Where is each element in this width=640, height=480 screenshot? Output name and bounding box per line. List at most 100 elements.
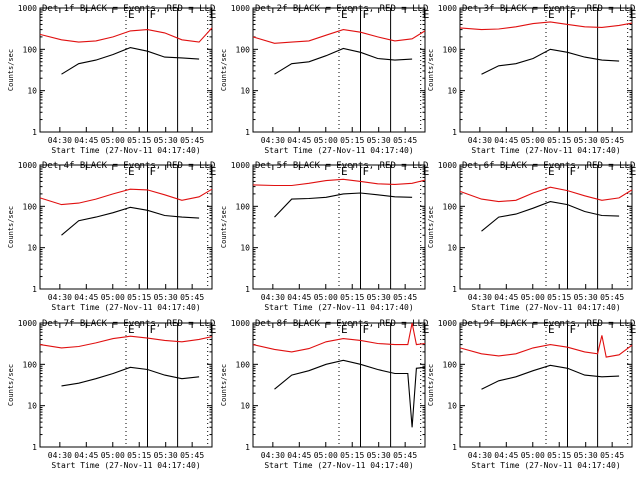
series-lld-line xyxy=(252,322,426,353)
panel-det-3f: Det 3f BLACK = Events, RED = LLD 1 10 100 10… xyxy=(427,4,636,155)
y-tick-label: 100 xyxy=(443,202,458,211)
y-tick-label: 1 xyxy=(452,443,457,452)
panel-det-1f: Det 1f BLACK = Events, RED = LLD 1 10 100 10… xyxy=(7,4,216,155)
series-lld-line xyxy=(39,335,213,349)
series-lld-line xyxy=(39,27,213,43)
y-tick-label: 1000 xyxy=(438,4,457,13)
marker-label: E xyxy=(630,8,637,21)
series-events-line xyxy=(61,47,200,75)
x-tick-label: 04:45 xyxy=(494,451,518,460)
plot-title: Det 8f BLACK = Events, RED = LLD xyxy=(255,319,428,329)
x-tick-label: 05:45 xyxy=(393,451,417,460)
x-tick-label: 05:00 xyxy=(521,293,545,302)
marker-label: E xyxy=(548,165,555,178)
x-tick-label: 05:15 xyxy=(547,136,571,145)
x-tick-label: 05:00 xyxy=(314,293,338,302)
plot-title: Det 3f BLACK = Events, RED = LLD xyxy=(462,4,635,14)
x-tick-label: 05:00 xyxy=(101,136,125,145)
x-tick-label: 05:30 xyxy=(154,136,178,145)
panel-det-8f: Det 8f BLACK = Events, RED = LLD 1 10 100 10… xyxy=(220,319,429,470)
x-tick-label: 05:45 xyxy=(600,136,624,145)
y-tick-label: 1000 xyxy=(438,319,457,328)
x-tick-label: 05:15 xyxy=(127,451,151,460)
series-events-line xyxy=(481,48,620,75)
x-tick-label: 05:45 xyxy=(600,451,624,460)
x-tick-label: 04:45 xyxy=(74,451,98,460)
marker-label: F xyxy=(363,8,370,21)
x-tick-label: 05:45 xyxy=(393,136,417,145)
marker-label: F xyxy=(150,8,157,21)
panel-det-4f: Det 4f BLACK = Events, RED = LLD 1 10 100 10… xyxy=(7,161,216,312)
y-tick-label: 10 xyxy=(27,87,37,96)
x-tick-label: 04:45 xyxy=(74,293,98,302)
y-tick-label: 1 xyxy=(245,443,250,452)
series-events-line xyxy=(274,192,413,218)
marker-label: E xyxy=(548,8,555,21)
marker-label: E xyxy=(128,323,135,336)
y-tick-label: 1 xyxy=(452,285,457,294)
x-tick-label: 04:45 xyxy=(287,451,311,460)
y-tick-label: 100 xyxy=(23,202,38,211)
x-tick-label: 05:00 xyxy=(314,136,338,145)
y-tick-label: 1 xyxy=(452,128,457,137)
x-tick-label: 04:45 xyxy=(494,293,518,302)
x-tick-label: 05:00 xyxy=(314,451,338,460)
series-lld-line xyxy=(39,188,213,206)
y-tick-label: 10 xyxy=(240,244,250,253)
x-tick-label: 04:45 xyxy=(287,136,311,145)
x-tick-label: 05:30 xyxy=(154,451,178,460)
x-tick-label: 04:30 xyxy=(261,136,285,145)
y-tick-label: 100 xyxy=(23,360,38,369)
y-tick-label: 10 xyxy=(447,244,457,253)
y-tick-label: 10 xyxy=(447,402,457,411)
marker-label: F xyxy=(363,323,370,336)
x-tick-label: 04:30 xyxy=(261,451,285,460)
x-tick-label: 05:00 xyxy=(521,136,545,145)
plot-frame xyxy=(39,164,213,290)
marker-label: F xyxy=(150,323,157,336)
y-tick-label: 10 xyxy=(447,87,457,96)
x-tick-label: 04:30 xyxy=(48,136,72,145)
y-tick-label: 1000 xyxy=(231,161,250,170)
y-tick-label: 100 xyxy=(23,45,38,54)
y-tick-label: 1000 xyxy=(18,161,37,170)
y-tick-label: 100 xyxy=(443,360,458,369)
series-lld-line xyxy=(459,21,633,31)
marker-label: E xyxy=(341,8,348,21)
x-axis-label: Start Time (27-Nov-11 04:17:40) xyxy=(264,146,413,155)
x-tick-label: 05:15 xyxy=(127,293,151,302)
plot-frame xyxy=(459,322,633,448)
x-tick-label: 04:45 xyxy=(494,136,518,145)
y-tick-label: 1 xyxy=(32,128,37,137)
marker-label: E xyxy=(128,165,135,178)
y-tick-label: 100 xyxy=(236,360,251,369)
plot-title: Det 2f BLACK = Events, RED = LLD xyxy=(255,4,428,14)
x-tick-label: 05:45 xyxy=(180,136,204,145)
x-tick-label: 04:30 xyxy=(48,451,72,460)
series-events-line xyxy=(61,206,200,236)
y-tick-label: 1000 xyxy=(18,319,37,328)
y-tick-label: 1 xyxy=(32,443,37,452)
plot-title: Det 6f BLACK = Events, RED = LLD xyxy=(462,161,635,171)
x-axis-label: Start Time (27-Nov-11 04:17:40) xyxy=(471,461,620,470)
marker-label: E xyxy=(341,165,348,178)
marker-label: E xyxy=(630,323,637,336)
x-tick-label: 05:00 xyxy=(521,451,545,460)
x-tick-label: 05:15 xyxy=(340,136,364,145)
marker-label: F xyxy=(150,165,157,178)
plot-title: Det 7f BLACK = Events, RED = LLD xyxy=(42,319,215,329)
marker-label: F xyxy=(570,323,577,336)
x-axis-label: Start Time (27-Nov-11 04:17:40) xyxy=(264,461,413,470)
marker-label: E xyxy=(341,323,348,336)
x-tick-label: 04:45 xyxy=(287,293,311,302)
plot-title: Det 5f BLACK = Events, RED = LLD xyxy=(255,161,428,171)
y-tick-label: 100 xyxy=(236,202,251,211)
x-tick-label: 05:30 xyxy=(367,451,391,460)
y-tick-label: 100 xyxy=(443,45,458,54)
y-tick-label: 1000 xyxy=(231,4,250,13)
series-events-line xyxy=(61,366,200,387)
marker-label: F xyxy=(570,165,577,178)
panel-det-2f: Det 2f BLACK = Events, RED = LLD 1 10 100 10… xyxy=(220,4,429,155)
y-tick-label: 1000 xyxy=(18,4,37,13)
y-tick-label: 1000 xyxy=(438,161,457,170)
